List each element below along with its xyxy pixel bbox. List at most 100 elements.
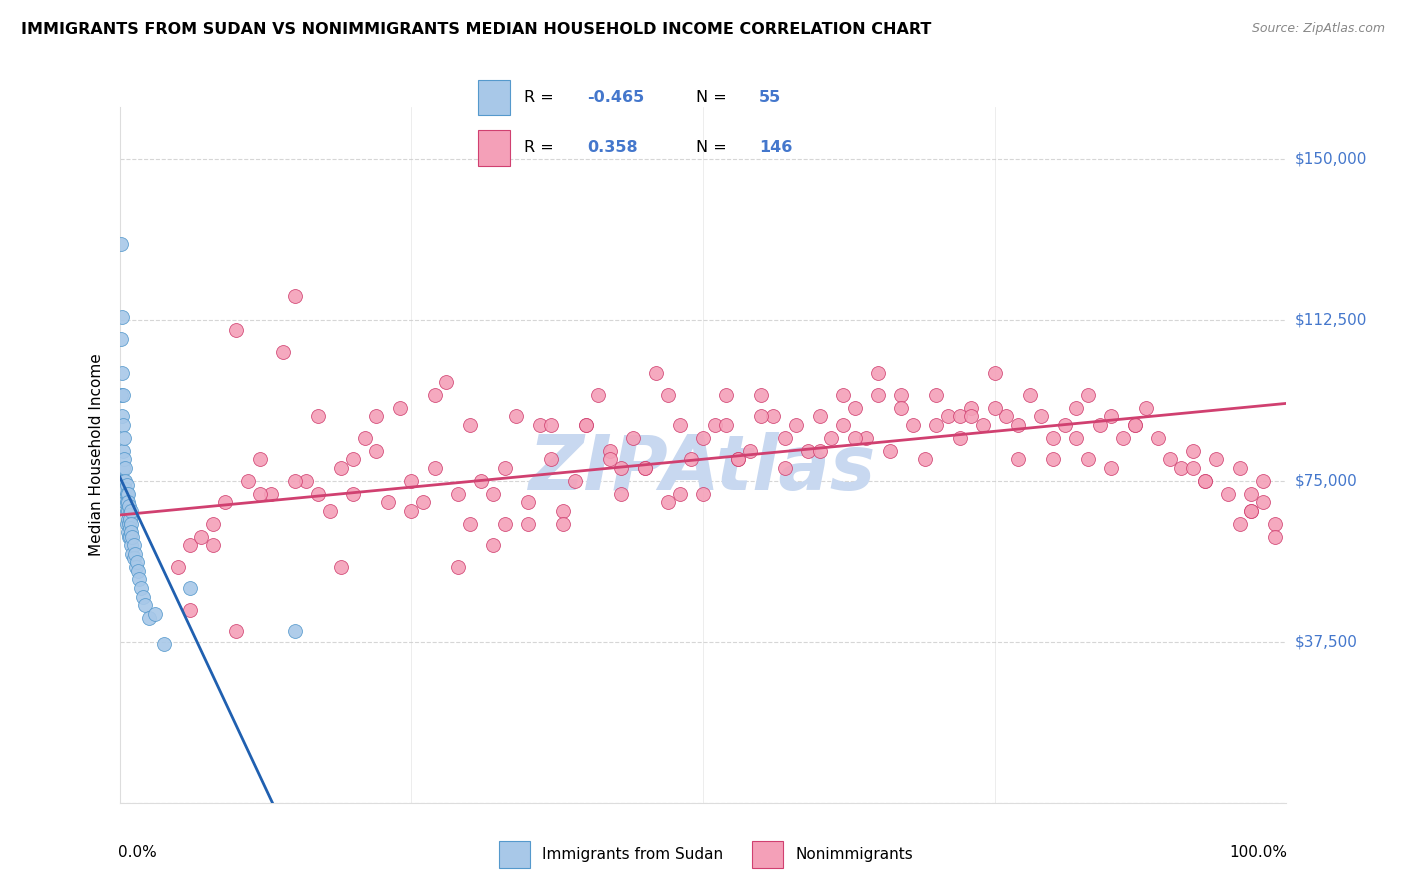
- Point: [633, 460, 655, 475]
- Point: [551, 504, 574, 518]
- Text: Nonimmigrants: Nonimmigrants: [796, 847, 914, 862]
- Point: [855, 431, 877, 445]
- Text: N =: N =: [696, 140, 733, 155]
- Point: [122, 538, 145, 552]
- Point: [925, 417, 948, 432]
- Point: [890, 388, 912, 402]
- Point: [118, 529, 141, 543]
- Point: [179, 581, 201, 595]
- Point: [458, 417, 481, 432]
- Point: [118, 508, 141, 522]
- Point: [225, 624, 247, 638]
- Point: [120, 504, 142, 518]
- Point: [1066, 401, 1088, 415]
- Text: $75,000: $75,000: [1295, 473, 1358, 488]
- Point: [668, 417, 690, 432]
- Point: [366, 409, 388, 424]
- Point: [960, 401, 983, 415]
- Point: [117, 486, 139, 500]
- Point: [949, 409, 972, 424]
- Point: [271, 344, 294, 359]
- Point: [447, 559, 470, 574]
- Point: [118, 516, 141, 531]
- Point: [1099, 460, 1122, 475]
- Point: [1240, 504, 1263, 518]
- Text: 0.358: 0.358: [588, 140, 638, 155]
- Point: [166, 559, 188, 574]
- Point: [399, 504, 422, 518]
- Point: [342, 486, 364, 500]
- Point: [960, 409, 983, 424]
- Point: [1205, 452, 1227, 467]
- Point: [914, 452, 936, 467]
- Text: Source: ZipAtlas.com: Source: ZipAtlas.com: [1251, 22, 1385, 36]
- Point: [120, 516, 142, 531]
- Point: [110, 332, 132, 346]
- Point: [844, 431, 866, 445]
- Point: [751, 409, 773, 424]
- Point: [125, 555, 148, 569]
- Point: [797, 443, 820, 458]
- Point: [236, 474, 259, 488]
- Point: [132, 590, 155, 604]
- Point: [773, 431, 796, 445]
- Point: [179, 538, 201, 552]
- Point: [117, 495, 139, 509]
- Point: [1264, 516, 1286, 531]
- Text: 55: 55: [759, 90, 782, 105]
- Point: [127, 564, 149, 578]
- Point: [716, 417, 738, 432]
- Point: [564, 474, 586, 488]
- Point: [118, 500, 141, 514]
- Point: [517, 516, 540, 531]
- Point: [808, 409, 831, 424]
- Point: [112, 452, 135, 467]
- Point: [494, 516, 516, 531]
- Point: [983, 367, 1005, 381]
- Point: [785, 417, 807, 432]
- Point: [1229, 516, 1251, 531]
- Point: [470, 474, 492, 488]
- Point: [318, 504, 340, 518]
- Text: Immigrants from Sudan: Immigrants from Sudan: [543, 847, 723, 862]
- Point: [330, 559, 353, 574]
- Point: [517, 495, 540, 509]
- Point: [114, 474, 136, 488]
- Point: [1229, 460, 1251, 475]
- Point: [1018, 388, 1040, 402]
- Point: [1053, 417, 1076, 432]
- Text: 146: 146: [759, 140, 793, 155]
- Point: [1170, 460, 1192, 475]
- Point: [1194, 474, 1216, 488]
- Point: [540, 452, 562, 467]
- Point: [1135, 401, 1157, 415]
- Point: [115, 516, 138, 531]
- Point: [1088, 417, 1111, 432]
- Bar: [478, 79, 510, 115]
- Point: [399, 474, 422, 488]
- Point: [610, 486, 633, 500]
- Point: [115, 486, 138, 500]
- Point: [657, 388, 679, 402]
- Point: [832, 417, 855, 432]
- Y-axis label: Median Household Income: Median Household Income: [89, 353, 104, 557]
- Point: [1182, 443, 1205, 458]
- Point: [1251, 495, 1274, 509]
- Point: [1240, 504, 1263, 518]
- Point: [1077, 452, 1099, 467]
- Point: [434, 375, 457, 389]
- Point: [586, 388, 609, 402]
- Point: [1031, 409, 1053, 424]
- Point: [134, 599, 156, 613]
- Text: $112,500: $112,500: [1295, 312, 1367, 327]
- Point: [599, 443, 621, 458]
- Point: [482, 486, 505, 500]
- Point: [111, 310, 134, 325]
- Point: [201, 538, 224, 552]
- Point: [120, 538, 142, 552]
- Point: [117, 525, 139, 540]
- Point: [121, 529, 143, 543]
- Point: [121, 547, 143, 561]
- Point: [762, 409, 785, 424]
- Point: [283, 289, 307, 303]
